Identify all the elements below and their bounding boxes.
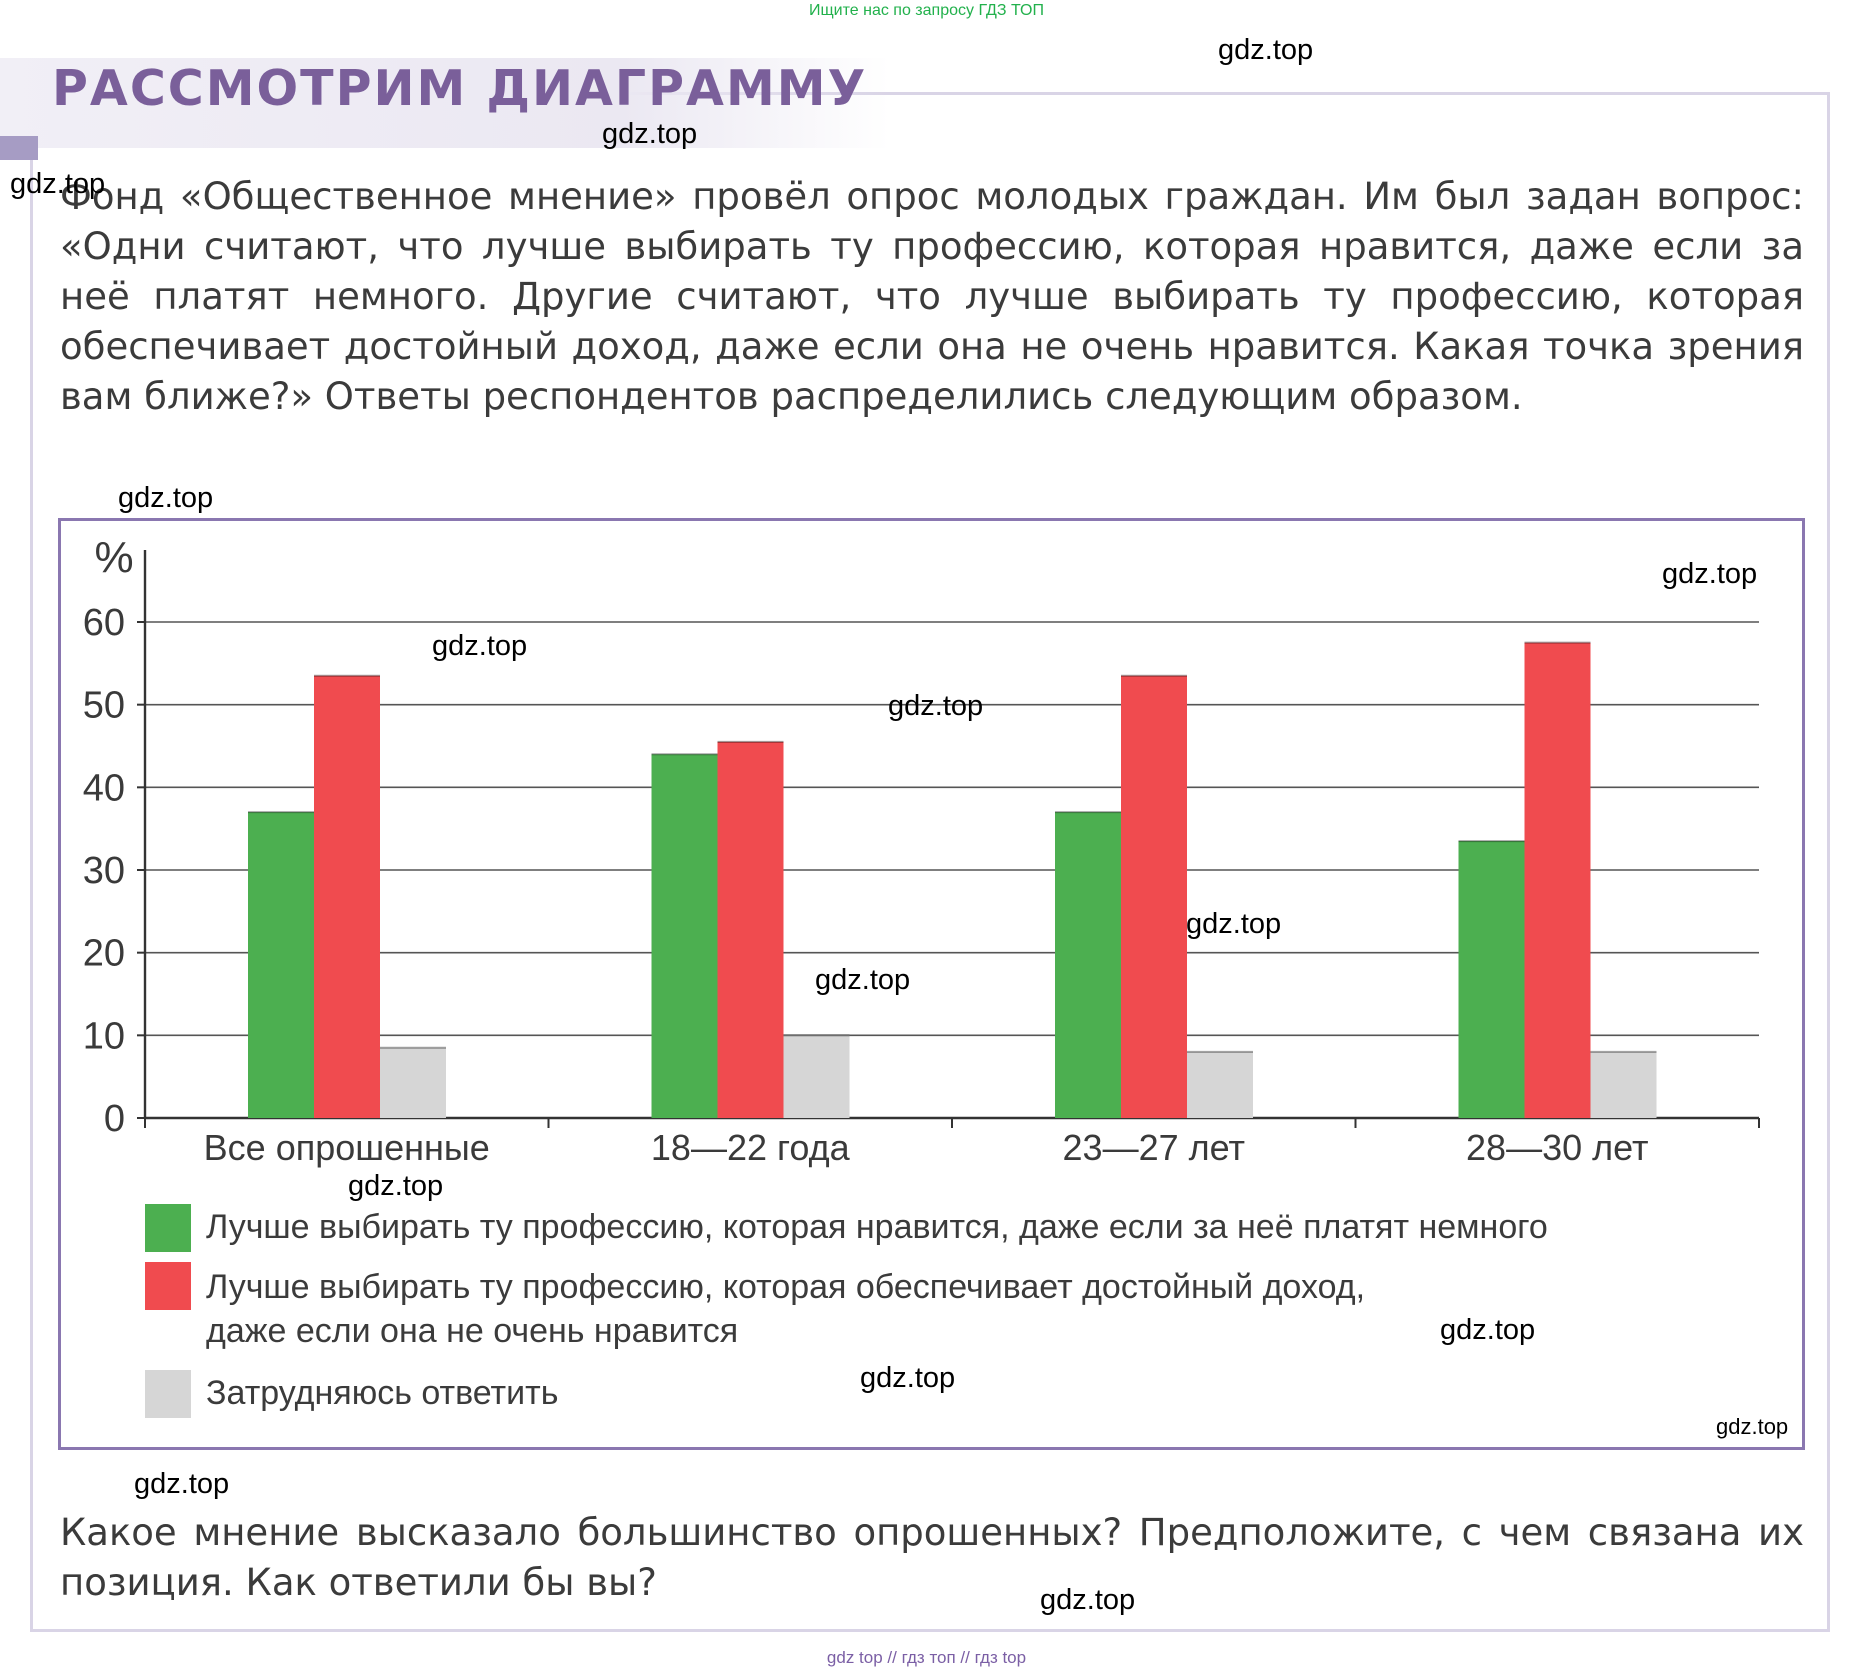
bar	[314, 675, 380, 1118]
watermark: gdz.top	[815, 964, 911, 996]
watermark: gdz.top	[134, 1468, 230, 1500]
watermark: gdz.top	[10, 168, 106, 200]
bar	[248, 812, 314, 1118]
watermark: gdz.top	[888, 690, 984, 722]
watermark: gdz.top	[1662, 558, 1758, 590]
legend-label: Лучше выбирать ту профессию, которая обе…	[206, 1268, 1366, 1306]
bar-chart: 0 10 20 30 40 50 60% Все опрошенные 18—22 года 23…	[83, 533, 1760, 1168]
legend-label: Лучше выбирать ту профессию, которая нра…	[206, 1208, 1548, 1246]
watermark: gdz.top	[1218, 34, 1314, 66]
top-banner: Ищите нас по запросу ГДЗ ТОП	[809, 2, 1044, 19]
bar	[1524, 642, 1591, 1118]
legend-swatch-red	[145, 1262, 191, 1310]
bar	[1121, 675, 1187, 1118]
bottom-banner: gdz top // гдз топ // гдз top	[826, 1648, 1027, 1667]
x-tick-label: 28—30 лет	[1466, 1127, 1648, 1168]
watermark: gdz.top	[432, 630, 528, 662]
watermark: gdz.top	[348, 1170, 444, 1202]
y-tick-label: 30	[83, 850, 125, 892]
question-paragraph: Какое мнение высказало большинство опрош…	[60, 1511, 1804, 1604]
y-tick-label: 60	[83, 602, 125, 644]
bar	[380, 1047, 446, 1118]
watermark: gdz.top	[118, 482, 214, 514]
watermark: gdz.top	[602, 118, 698, 150]
watermark: gdz.top	[860, 1362, 956, 1394]
watermark: gdz.top	[1186, 908, 1282, 940]
watermark: gdz.top	[1716, 1414, 1789, 1439]
legend-swatch-grey	[145, 1370, 191, 1418]
bar	[1055, 812, 1121, 1118]
y-tick-label: 50	[83, 685, 125, 727]
heading-background	[0, 58, 890, 148]
bar	[651, 754, 718, 1118]
y-tick-label: 0	[104, 1098, 125, 1140]
x-tick-label: 23—27 лет	[1063, 1127, 1245, 1168]
bar	[783, 1035, 850, 1118]
legend-swatch-green	[145, 1204, 191, 1252]
bar	[717, 741, 784, 1118]
bar	[1590, 1051, 1657, 1118]
bar	[1458, 841, 1525, 1118]
legend-label: Затрудняюсь ответить	[206, 1374, 559, 1412]
legend-label: даже если она не очень нравится	[206, 1312, 739, 1350]
section-heading: РАССМОТРИМ ДИАГРАММУ	[52, 60, 868, 117]
x-tick-label: 18—22 года	[651, 1127, 851, 1168]
bar	[1187, 1051, 1253, 1118]
heading-accent	[0, 136, 38, 160]
page-frame	[30, 92, 1830, 1632]
y-tick-label: 20	[83, 933, 125, 975]
x-tick-label: Все опрошенные	[204, 1127, 490, 1168]
y-tick-label: 10	[83, 1015, 125, 1057]
watermark: gdz.top	[1040, 1584, 1136, 1616]
watermark: gdz.top	[1440, 1314, 1536, 1346]
intro-paragraph: Фонд «Общественное мнение» провёл опрос …	[60, 175, 1804, 418]
y-axis-label: %	[94, 533, 133, 582]
y-tick-label: 40	[83, 767, 125, 809]
